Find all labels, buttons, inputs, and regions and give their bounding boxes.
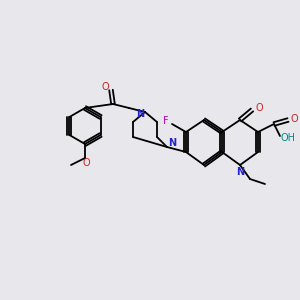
Text: OH: OH (280, 133, 296, 143)
Text: O: O (290, 114, 298, 124)
Text: N: N (168, 138, 176, 148)
Text: N: N (136, 109, 144, 119)
Text: O: O (255, 103, 263, 113)
Text: O: O (82, 158, 90, 168)
Text: O: O (101, 82, 109, 92)
Text: F: F (163, 116, 169, 126)
Text: N: N (236, 167, 244, 177)
